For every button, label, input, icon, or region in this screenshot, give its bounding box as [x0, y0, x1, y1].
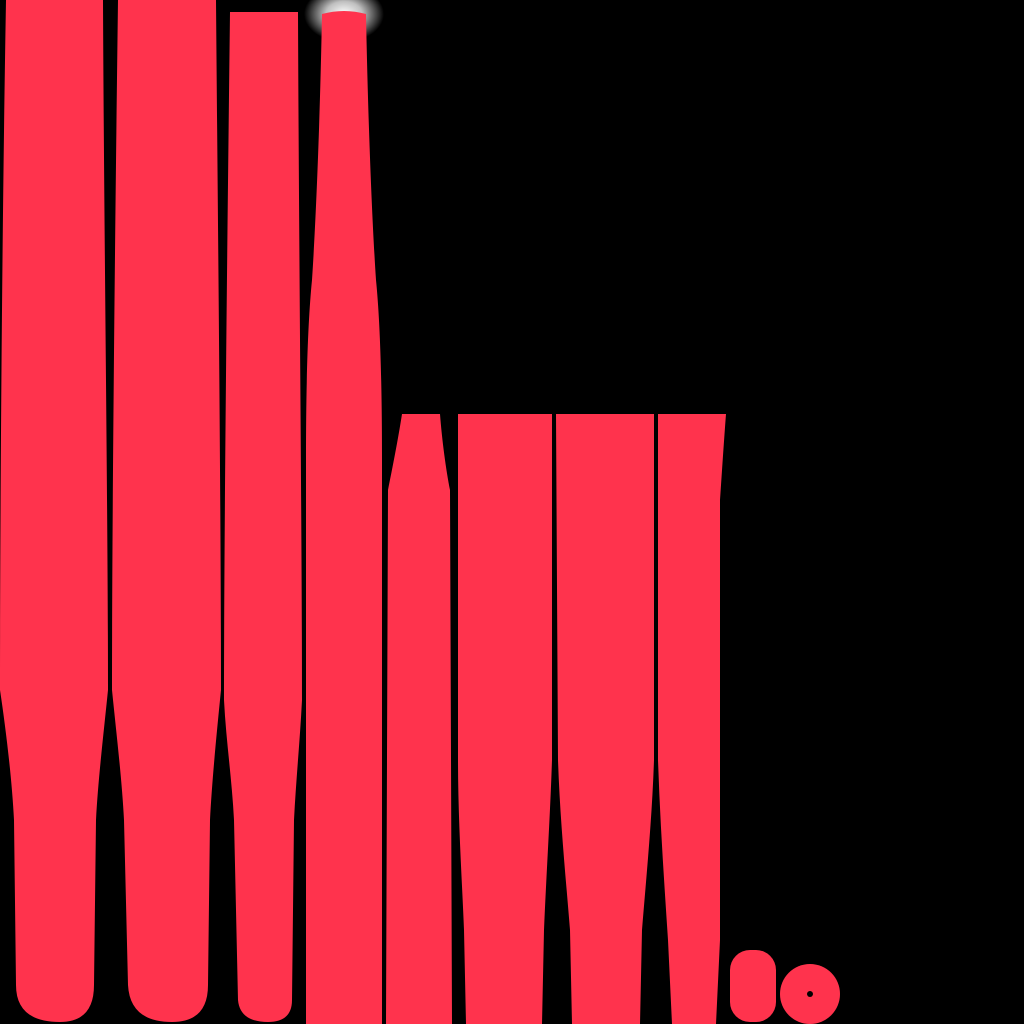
tall-tapered-strip-1 [0, 0, 108, 1022]
small-round-piece-1 [730, 950, 776, 1022]
short-tapered-strip-4 [658, 414, 726, 1024]
small-round-piece-2-hole [807, 991, 813, 997]
short-tapered-strip-2 [458, 414, 552, 1024]
shape-group [0, 0, 840, 1024]
short-tapered-strip-1 [386, 414, 452, 1024]
short-tapered-strip-3 [556, 414, 654, 1024]
tall-tapered-strip-2 [112, 0, 221, 1022]
tall-tapered-strip-3 [224, 12, 302, 1022]
tall-tapered-strip-4 [306, 11, 382, 1024]
